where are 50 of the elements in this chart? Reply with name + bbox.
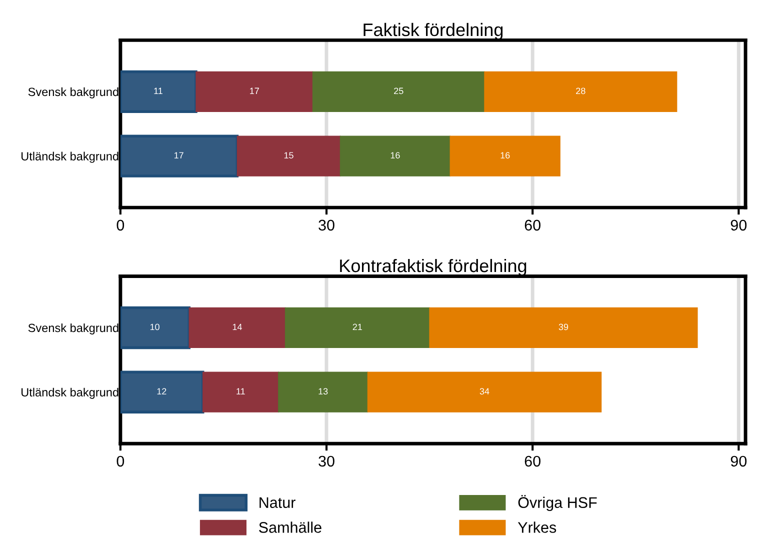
legend-label: Yrkes <box>518 522 556 533</box>
data-label: 16 <box>390 152 400 158</box>
data-label: 11 <box>236 388 245 394</box>
legend-label: Natur <box>260 497 296 508</box>
data-label: 10 <box>150 324 160 330</box>
bar <box>278 372 368 412</box>
y-tick-label: Utländsk bakgrund <box>22 388 118 399</box>
data-label: 15 <box>284 152 294 158</box>
bar <box>484 71 678 112</box>
bar <box>202 372 279 412</box>
bar <box>188 307 286 348</box>
data-label: 34 <box>480 388 490 395</box>
bar <box>120 70 198 114</box>
bar <box>120 306 190 350</box>
bar <box>284 307 430 348</box>
bar <box>429 307 698 348</box>
chart-title: Kontrafaktisk fördelning <box>340 258 526 276</box>
x-tick-label: 0 <box>116 220 124 231</box>
bar <box>120 370 204 414</box>
bar <box>236 136 341 176</box>
y-tick-label: Svensk bakgrund <box>28 323 118 334</box>
data-label: 11 <box>154 88 162 94</box>
data-label: 21 <box>352 324 362 330</box>
y-tick-label: Svensk bakgrund <box>28 87 118 98</box>
x-tick-label: 0 <box>116 456 124 467</box>
data-label: 28 <box>576 88 586 94</box>
x-tick-label: 30 <box>318 220 334 231</box>
bar <box>450 136 560 176</box>
x-tick-label: 90 <box>730 456 747 467</box>
data-label: 39 <box>558 324 568 330</box>
data-label: 12 <box>157 388 166 394</box>
x-tick-label: 90 <box>730 220 747 231</box>
bar <box>367 372 602 412</box>
data-label: 14 <box>232 324 242 330</box>
bar <box>312 71 485 112</box>
data-label: 13 <box>318 388 328 395</box>
bar <box>340 136 450 176</box>
chart-title: Faktisk fördelning <box>364 22 503 40</box>
x-tick-label: 60 <box>524 220 540 231</box>
data-label: 17 <box>174 152 184 158</box>
y-tick-label: Utländsk bakgrund <box>22 152 118 163</box>
bar <box>196 71 314 112</box>
x-tick-label: 60 <box>524 456 540 467</box>
data-label: 25 <box>394 88 404 94</box>
x-tick-label: 30 <box>318 456 334 467</box>
data-label: 17 <box>250 88 259 94</box>
data-label: 16 <box>500 152 510 158</box>
legend-label: Samhälle <box>259 522 322 533</box>
legend-label: Övriga HSF <box>518 495 597 512</box>
bar <box>120 134 239 178</box>
